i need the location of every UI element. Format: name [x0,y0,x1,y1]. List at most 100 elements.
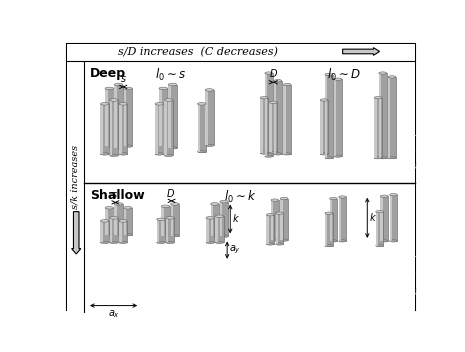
Bar [165,100,167,156]
Ellipse shape [211,235,219,238]
Ellipse shape [100,102,109,105]
Bar [100,221,103,243]
Bar [260,98,268,153]
Bar [266,215,274,244]
Text: D: D [270,69,277,79]
Bar [266,215,269,244]
Text: Deep: Deep [90,67,126,80]
Ellipse shape [380,195,388,197]
Bar [325,75,327,158]
Ellipse shape [155,102,164,105]
Bar [124,208,126,235]
Ellipse shape [119,153,127,155]
Text: s: s [120,74,126,84]
Bar [155,104,164,154]
Bar [260,98,263,153]
Ellipse shape [198,150,206,153]
Bar [124,208,132,235]
Bar [168,84,171,148]
Bar [119,104,127,154]
Bar [114,204,123,235]
Bar [105,208,113,235]
Bar [165,100,173,156]
Bar [166,218,168,243]
Ellipse shape [274,153,282,155]
Bar [100,221,109,243]
Bar [110,100,118,156]
Text: D: D [166,189,174,199]
Ellipse shape [105,233,113,236]
Ellipse shape [270,101,277,103]
Bar [105,88,107,146]
Ellipse shape [330,240,337,242]
Ellipse shape [161,234,170,237]
Bar [374,98,382,158]
Text: $a_x$: $a_x$ [107,309,120,320]
Ellipse shape [220,235,228,238]
Bar [159,88,161,146]
Bar [161,206,164,235]
Bar [270,102,277,152]
Bar [157,219,159,243]
Bar [380,196,383,241]
Ellipse shape [260,152,268,154]
Bar [390,195,392,241]
Ellipse shape [376,244,384,247]
Bar [339,197,346,241]
Bar [376,212,378,246]
Ellipse shape [339,196,346,198]
Ellipse shape [165,99,173,101]
Ellipse shape [205,144,214,147]
Ellipse shape [380,240,388,242]
Bar [105,88,113,146]
Bar [114,204,117,235]
Ellipse shape [334,155,342,157]
Ellipse shape [376,210,384,213]
Ellipse shape [334,78,342,80]
Ellipse shape [114,203,123,205]
Text: Shallow: Shallow [90,189,145,202]
Bar [265,73,267,156]
Text: $l_0{\sim}s$: $l_0{\sim}s$ [155,67,186,83]
Bar [270,102,272,152]
Ellipse shape [271,199,279,201]
Ellipse shape [274,80,282,82]
Ellipse shape [124,207,132,209]
Ellipse shape [330,197,337,200]
Ellipse shape [100,153,109,155]
Ellipse shape [105,145,113,147]
Bar [119,104,121,154]
Ellipse shape [105,87,113,90]
Bar [157,219,165,243]
Bar [280,199,288,240]
Ellipse shape [100,220,109,222]
Bar [334,79,342,156]
Bar [110,100,112,156]
Bar [198,104,206,152]
Ellipse shape [114,83,123,86]
Bar [325,213,332,246]
Bar [274,81,276,154]
Bar [283,84,286,154]
Bar [198,104,200,152]
Bar [84,183,415,312]
Ellipse shape [388,76,396,78]
Bar [271,200,279,240]
Bar [205,90,208,145]
Ellipse shape [374,157,382,159]
Bar [67,44,415,61]
Ellipse shape [215,241,224,244]
Ellipse shape [206,216,214,219]
Bar [206,218,214,243]
Bar [211,204,219,236]
Ellipse shape [265,155,272,157]
Text: $a_y$: $a_y$ [229,244,241,256]
Ellipse shape [157,241,165,244]
Ellipse shape [159,145,167,147]
Ellipse shape [265,72,272,74]
Bar [171,204,173,235]
Ellipse shape [110,241,118,244]
Bar [325,75,332,158]
Ellipse shape [283,83,291,86]
Bar [119,221,127,243]
